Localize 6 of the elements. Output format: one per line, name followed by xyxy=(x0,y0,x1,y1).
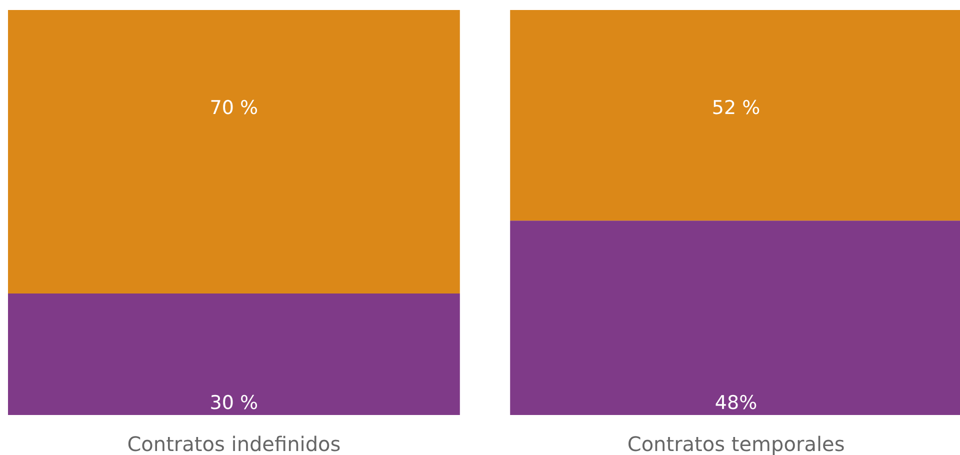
x-tick-label: Contratos temporales xyxy=(627,432,845,455)
data-label: 52 % xyxy=(712,97,760,119)
data-label: 70 % xyxy=(210,97,258,119)
data-label: 48% xyxy=(714,392,758,414)
data-label: 30 % xyxy=(210,392,258,414)
x-tick-label: Contratos indefinidos xyxy=(127,432,341,455)
